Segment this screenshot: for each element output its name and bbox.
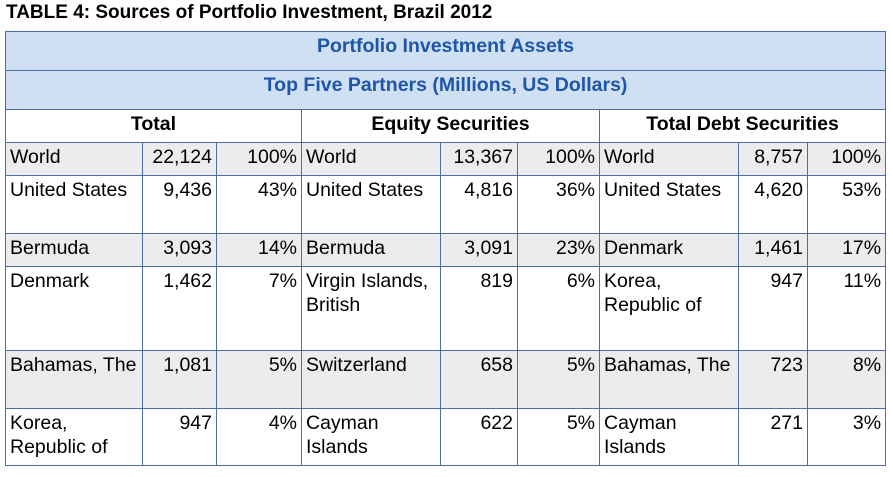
value-cell: 1,462 <box>142 266 217 351</box>
country-cell: Bahamas, The <box>5 350 143 409</box>
value-cell: 819 <box>440 266 518 351</box>
table-row: Bahamas, The 1,081 5% Switzerland 658 5%… <box>5 350 887 409</box>
percent-cell: 14% <box>216 233 302 267</box>
value-cell: 8,757 <box>738 142 808 176</box>
percent-cell: 11% <box>806 266 887 351</box>
value-cell: 22,124 <box>142 142 217 176</box>
value-cell: 3,091 <box>440 233 518 267</box>
value-cell: 271 <box>738 408 808 466</box>
country-cell: Cayman Islands <box>301 408 441 466</box>
percent-cell: 36% <box>517 175 600 234</box>
country-cell: Denmark <box>599 233 739 267</box>
portfolio-table: Portfolio Investment Assets Top Five Par… <box>4 31 887 466</box>
percent-cell: 100% <box>517 142 600 176</box>
country-cell: Korea, Republic of <box>5 408 143 466</box>
value-cell: 3,093 <box>142 233 217 267</box>
percent-cell: 4% <box>216 408 302 466</box>
percent-cell: 3% <box>806 408 887 466</box>
value-cell: 947 <box>738 266 808 351</box>
header-portfolio-assets: Portfolio Investment Assets <box>4 31 887 71</box>
value-cell: 4,816 <box>440 175 518 234</box>
percent-cell: 5% <box>517 408 600 466</box>
country-cell: World <box>599 142 739 176</box>
header-row-1: Portfolio Investment Assets <box>4 31 887 71</box>
group-equity-securities: Equity Securities <box>301 109 600 143</box>
value-cell: 4,620 <box>738 175 808 234</box>
country-cell: Cayman Islands <box>599 408 739 466</box>
group-total: Total <box>5 109 302 143</box>
country-cell: United States <box>5 175 143 234</box>
percent-cell: 100% <box>806 142 887 176</box>
value-cell: 1,461 <box>738 233 808 267</box>
table-row: Denmark 1,462 7% Virgin Islands, British… <box>5 266 887 351</box>
value-cell: 1,081 <box>142 350 217 409</box>
percent-cell: 43% <box>216 175 302 234</box>
value-cell: 13,367 <box>440 142 518 176</box>
table-row: United States 9,436 43% United States 4,… <box>5 175 887 234</box>
value-cell: 947 <box>142 408 217 466</box>
country-cell: Denmark <box>5 266 143 351</box>
group-header-row: Total Equity Securities Total Debt Secur… <box>5 109 887 143</box>
percent-cell: 5% <box>517 350 600 409</box>
percent-cell: 7% <box>216 266 302 351</box>
country-cell: Virgin Islands, British <box>301 266 441 351</box>
percent-cell: 8% <box>806 350 887 409</box>
percent-cell: 53% <box>806 175 887 234</box>
value-cell: 9,436 <box>142 175 217 234</box>
country-cell: United States <box>301 175 441 234</box>
value-cell: 622 <box>440 408 518 466</box>
table-title: TABLE 4: Sources of Portfolio Investment… <box>6 2 493 23</box>
table-row: World 22,124 100% World 13,367 100% Worl… <box>5 142 887 176</box>
country-cell: Bermuda <box>5 233 143 267</box>
country-cell: Korea, Republic of <box>599 266 739 351</box>
country-cell: World <box>5 142 143 176</box>
country-cell: Switzerland <box>301 350 441 409</box>
percent-cell: 17% <box>806 233 887 267</box>
table-row: Bermuda 3,093 14% Bermuda 3,091 23% Denm… <box>5 233 887 267</box>
value-cell: 658 <box>440 350 518 409</box>
group-debt-securities: Total Debt Securities <box>598 109 887 143</box>
percent-cell: 100% <box>216 142 302 176</box>
header-top-five-partners: Top Five Partners (Millions, US Dollars) <box>4 70 887 110</box>
percent-cell: 23% <box>517 233 600 267</box>
country-cell: United States <box>599 175 739 234</box>
table-row: Korea, Republic of 947 4% Cayman Islands… <box>5 408 887 466</box>
country-cell: Bermuda <box>301 233 441 267</box>
country-cell: World <box>301 142 441 176</box>
percent-cell: 5% <box>216 350 302 409</box>
header-row-2: Top Five Partners (Millions, US Dollars) <box>4 70 887 110</box>
country-cell: Bahamas, The <box>599 350 739 409</box>
percent-cell: 6% <box>517 266 600 351</box>
value-cell: 723 <box>738 350 808 409</box>
